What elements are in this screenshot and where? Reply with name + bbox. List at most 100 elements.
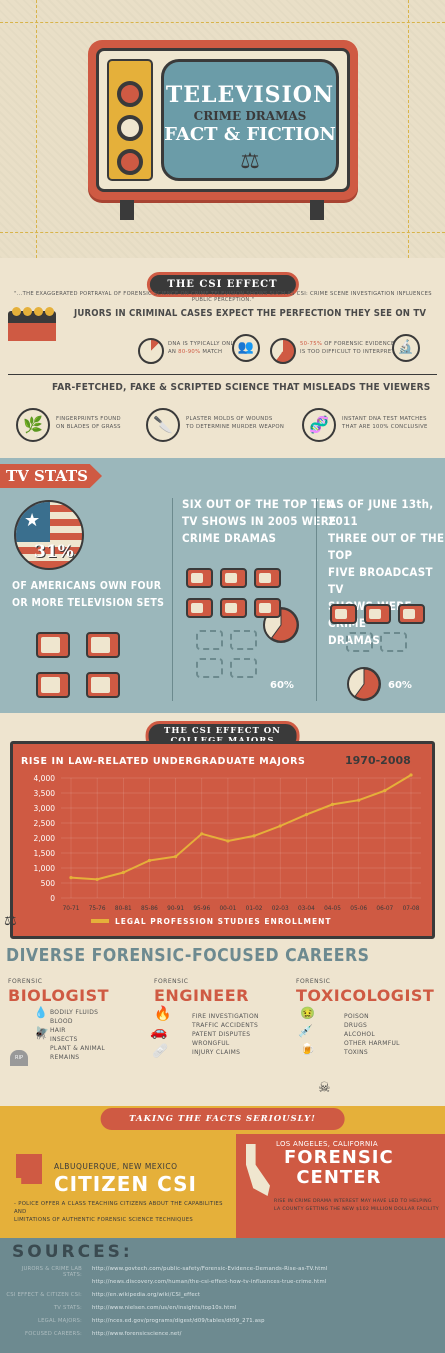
x-tick-label: 80-81 bbox=[115, 906, 132, 912]
item3-text-1: INSTANT DNA TEST MATCHES bbox=[342, 416, 427, 422]
x-tick-label: 02-03 bbox=[272, 906, 289, 912]
california-icon bbox=[246, 1144, 270, 1196]
data-point bbox=[278, 824, 282, 828]
item2-text-2: TO DETERMINE MURDER WEAPON bbox=[186, 424, 285, 430]
source-label: JURORS & CRIME LAB STATS: bbox=[21, 1266, 82, 1278]
data-point bbox=[200, 832, 204, 836]
tv-icon bbox=[186, 598, 213, 618]
tv-stats-title: TV STATS bbox=[0, 464, 103, 488]
item2-text-1: PLASTER MOLDS OF WOUNDS bbox=[186, 416, 273, 422]
sources-section: SOURCES: JURORS & CRIME LAB STATS: http:/… bbox=[0, 1238, 445, 1353]
x-tick-label: 07-08 bbox=[403, 906, 420, 912]
x-tick-label: 04-05 bbox=[324, 906, 341, 912]
divider bbox=[8, 374, 437, 375]
top-ten-text-3: CRIME DRAMAS bbox=[182, 531, 277, 545]
americans-text-2: OR MORE TELEVISION SETS bbox=[12, 597, 165, 609]
twins-icon: 👥 bbox=[232, 334, 260, 362]
tox-sub: FORENSIC bbox=[296, 978, 331, 985]
chart-title-years: 1970-2008 bbox=[345, 754, 411, 767]
x-tick-label: 05-06 bbox=[350, 906, 367, 912]
x-tick-label: 75-76 bbox=[89, 906, 106, 912]
tombstone-icon: RIP bbox=[10, 1050, 28, 1066]
forensic-desc-1: RISE IN CRIME DRAMA INTEREST MAY HAVE LE… bbox=[274, 1199, 432, 1204]
top-ten-percent: 60% bbox=[270, 680, 294, 691]
divider bbox=[316, 498, 317, 701]
list-item: WRONGFUL bbox=[192, 1040, 230, 1047]
tv-control-panel bbox=[107, 59, 153, 181]
enrollment-line-chart: RISE IN LAW-RELATED UNDERGRADUATE MAJORS… bbox=[21, 754, 421, 926]
tv-icon bbox=[254, 598, 281, 618]
top-ten-text-1: SIX OUT OF THE TOP TEN bbox=[182, 497, 335, 511]
dashed-line bbox=[0, 232, 445, 233]
tv-icon bbox=[36, 672, 70, 698]
sources-title: SOURCES: bbox=[12, 1242, 133, 1262]
top-ten-text-2: TV SHOWS IN 2005 WERE bbox=[182, 514, 337, 528]
tv-icon bbox=[330, 604, 357, 624]
list-item: PATENT DISPUTES bbox=[192, 1031, 251, 1038]
source-link[interactable]: http://en.wikipedia.org/wiki/CSI_effect bbox=[92, 1292, 201, 1298]
evidence-text-1b: OF FORENSIC EVIDENCE bbox=[324, 341, 395, 347]
source-label: FOCUSED CAREERS: bbox=[25, 1331, 82, 1337]
top-ten-pie-slice bbox=[270, 608, 298, 642]
list-item: TOXINS bbox=[344, 1049, 368, 1056]
bio-list: BODILY FLUIDS BLOOD HAIR INSECTS PLANT &… bbox=[50, 1008, 105, 1062]
data-point bbox=[357, 798, 361, 802]
blood-drop-icon: 💧 bbox=[34, 1006, 48, 1019]
careers-heading: DIVERSE FORENSIC-FOCUSED CAREERS bbox=[6, 946, 370, 966]
data-point bbox=[252, 834, 256, 838]
list-item: BLOOD bbox=[50, 1018, 73, 1025]
x-tick-label: 01-02 bbox=[246, 906, 263, 912]
source-link[interactable]: http://nces.ed.gov/programs/digest/d09/t… bbox=[92, 1318, 265, 1324]
x-tick-label: 90-91 bbox=[167, 906, 184, 912]
y-tick-label: 2,000 bbox=[34, 834, 56, 843]
dna-text-1: DNA IS TYPICALLY ONLY bbox=[168, 341, 237, 347]
tox-title: TOXICOLOGIST bbox=[296, 986, 435, 1005]
csi-effect-banner: THE CSI EFFECT bbox=[146, 272, 299, 297]
data-point bbox=[174, 855, 178, 859]
y-tick-label: 4,000 bbox=[34, 774, 56, 783]
june-text-5: DRAMAS bbox=[328, 633, 381, 647]
college-banner-1: THE CSI EFFECT ON bbox=[164, 726, 281, 736]
tv-icon bbox=[86, 672, 120, 698]
tv-knob-icon bbox=[117, 115, 143, 141]
tv-icon bbox=[86, 632, 120, 658]
y-tick-label: 0 bbox=[50, 894, 55, 903]
legend-label: LEGAL PROFESSION STUDIES ENROLLMENT bbox=[115, 917, 332, 926]
source-link[interactable]: http://news.discovery.com/human/the-csi-… bbox=[92, 1279, 327, 1285]
bio-sub: FORENSIC bbox=[8, 978, 43, 985]
y-tick-label: 500 bbox=[41, 879, 56, 888]
injury-icon: 🩹 bbox=[152, 1044, 169, 1059]
x-tick-label: 70-71 bbox=[63, 906, 80, 912]
citizen-title: CITIZEN CSI bbox=[54, 1172, 197, 1196]
new-mexico-icon bbox=[16, 1154, 42, 1184]
tv-icon bbox=[364, 604, 391, 624]
americans-text-1: OF AMERICANS OWN FOUR bbox=[12, 580, 162, 592]
beer-icon: 🍺 bbox=[300, 1042, 315, 1056]
y-tick-label: 2,500 bbox=[34, 819, 56, 828]
fly-icon: 🪰 bbox=[34, 1026, 49, 1040]
legend-swatch bbox=[91, 919, 109, 923]
tv-icon-outline bbox=[230, 658, 257, 678]
tv-icon-outline bbox=[196, 630, 223, 650]
dna-text-2a: AN bbox=[168, 349, 177, 355]
facts-banner: TAKING THE FACTS SERIOUSLY! bbox=[100, 1108, 345, 1130]
tox-list: POISON DRUGS ALCOHOL OTHER HARMFUL TOXIN… bbox=[344, 1012, 400, 1057]
data-point bbox=[95, 877, 99, 881]
source-link[interactable]: http://www.forensicscience.net/ bbox=[92, 1331, 182, 1337]
dashed-line bbox=[0, 22, 445, 23]
list-item: INSECTS bbox=[50, 1036, 78, 1043]
source-link[interactable]: http://www.govtech.com/public-safety/For… bbox=[92, 1266, 328, 1272]
source-link[interactable]: http://www.nielsen.com/us/en/insights/to… bbox=[92, 1305, 237, 1311]
bio-title: BIOLOGIST bbox=[8, 986, 109, 1005]
dashed-line bbox=[36, 0, 37, 258]
tv-screen: TELEVISION CRIME DRAMAS FACT & FICTION ⚖ bbox=[161, 59, 339, 181]
source-label: CSI EFFECT & CITIZEN CSI: bbox=[6, 1292, 82, 1298]
tv-icon-outline bbox=[196, 658, 223, 678]
dna-icon: 🧬 bbox=[302, 408, 336, 442]
careers-section: DIVERSE FORENSIC-FOCUSED CAREERS FORENSI… bbox=[0, 946, 445, 1106]
car-icon: 🚗 bbox=[150, 1024, 168, 1040]
grass-icon: 🌿 bbox=[16, 408, 50, 442]
tv-knob-icon bbox=[117, 81, 143, 107]
list-item: BODILY FLUIDS bbox=[50, 1009, 99, 1016]
citizen-place: ALBUQUERQUE, NEW MEXICO bbox=[54, 1162, 178, 1171]
